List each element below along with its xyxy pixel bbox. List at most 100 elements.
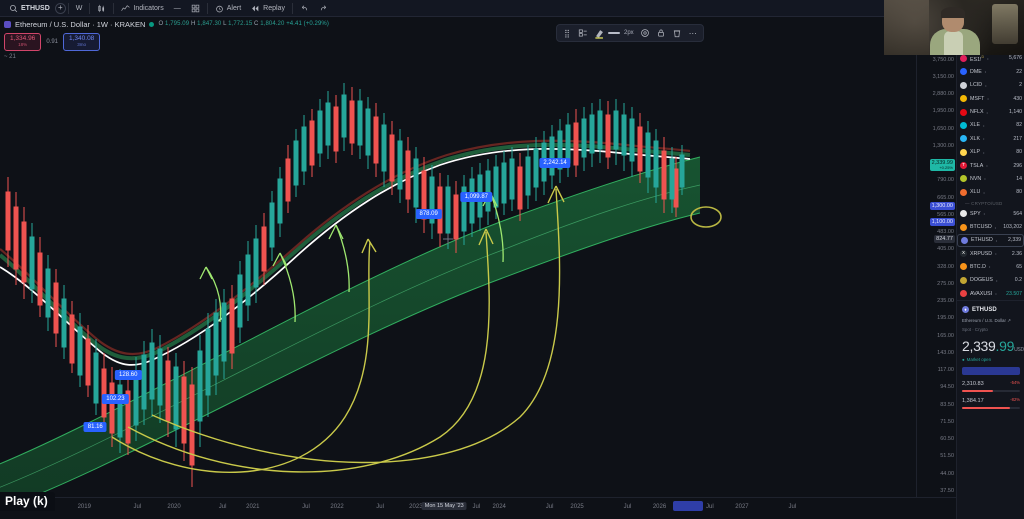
watchlist-row[interactable]: BTCUSD • 103,202: [957, 220, 1024, 233]
detail-market-status-label: Market open: [966, 357, 992, 363]
price-label-81[interactable]: 81.16: [83, 422, 107, 433]
webcam-overlay[interactable]: [884, 0, 1024, 55]
band-lower-tag[interactable]: 1,100.00: [929, 218, 955, 227]
watchlist-row[interactable]: DME • 22: [957, 65, 1024, 78]
add-symbol-button[interactable]: +: [54, 2, 66, 14]
market-open-dot-icon: ●: [962, 357, 965, 363]
session-dot-icon: •: [983, 211, 986, 217]
price-label-878[interactable]: 878.09: [415, 208, 442, 219]
netflix-logo-icon: [960, 108, 967, 116]
upper-band-badge[interactable]: 1,340.08 3mo: [63, 33, 101, 51]
chart-canvas[interactable]: 81.16 102.23 128.60 878.09 1,099.87 2,242.14: [0, 17, 916, 497]
watchlist-row[interactable]: DOGEUS • 0.2: [957, 274, 1024, 287]
watchlist-symbol: MSFT: [970, 95, 985, 102]
time-tick: Jul: [376, 504, 384, 510]
watchlist-row[interactable]: XLU • 80: [957, 186, 1024, 199]
price-tick: 117.00: [937, 367, 954, 374]
settings-gear-icon[interactable]: [638, 26, 652, 40]
lock-icon[interactable]: [654, 26, 668, 40]
watchlist-row[interactable]: SPY • 564: [957, 207, 1024, 220]
watchlist-row[interactable]: ETHUSD • 2,339: [957, 233, 1024, 247]
price-tick: 483.00: [937, 229, 954, 236]
watchlist-row[interactable]: LCID • 2: [957, 79, 1024, 92]
drag-dots-icon[interactable]: ⣿: [564, 28, 570, 38]
watchlist-panel[interactable]: — INDICESAAPL•195DJIA1D•41,ES1!D•5,676DM…: [956, 17, 1024, 519]
watchlist-row[interactable]: XLP • 80: [957, 146, 1024, 159]
undo-button[interactable]: [295, 2, 314, 15]
band-upper-tag[interactable]: 1,300.00: [929, 202, 955, 211]
watchlist-row[interactable]: AVAXUSI • 23.507: [957, 287, 1024, 300]
watchlist-value: 564: [1013, 210, 1022, 217]
level-pct: -82%: [1010, 397, 1020, 403]
price-tick: 71.50: [940, 418, 954, 425]
layout-button[interactable]: [186, 2, 205, 15]
watchlist-row[interactable]: XLK • 217: [957, 132, 1024, 145]
watchlist-row[interactable]: T TSLA • 296: [957, 159, 1024, 172]
person-shirt: [944, 31, 963, 55]
watchlist-row[interactable]: XLE • 82: [957, 119, 1024, 132]
level-fill: [962, 390, 994, 393]
watchlist-symbol: NFLX: [970, 109, 984, 116]
more-dots-icon[interactable]: ⋯: [688, 28, 697, 38]
countdown-tag[interactable]: 824.77: [934, 235, 955, 244]
price-label-2242[interactable]: 2,242.14: [539, 158, 571, 169]
alert-button[interactable]: Alert: [210, 2, 246, 15]
legend-ohlc: O 1,795.09 H 1,847.30 L 1,772.15 C 1,804…: [158, 21, 329, 27]
watchlist-row[interactable]: ES1!D • 5,676: [957, 52, 1024, 65]
price-label-1099[interactable]: 1,099.87: [460, 192, 492, 202]
toolbar-divider: [206, 2, 208, 14]
detail-name-text: Ethereum / U.S. Dollar: [962, 318, 1006, 324]
line-width-preview[interactable]: [608, 32, 620, 34]
watchlist-row[interactable]: X XRPUSD • 2.36: [957, 247, 1024, 260]
template-icon[interactable]: [576, 26, 590, 40]
time-tick: Jul: [472, 504, 481, 510]
current-price-tag[interactable]: 2,339.99 +0.25%: [929, 158, 955, 172]
watchlist-row[interactable]: MSFT • 430: [957, 92, 1024, 105]
play-overlay-label[interactable]: Play (k): [0, 492, 55, 511]
external-link-icon[interactable]: ↗: [1007, 318, 1011, 324]
price-label-102[interactable]: 102.23: [102, 393, 129, 404]
watchlist-value: 2,339: [1008, 237, 1021, 244]
legend-title-row[interactable]: Ethereum / U.S. Dollar · 1W · KRAKEN O 1…: [4, 19, 329, 29]
price-tick: 1,300.00: [932, 142, 954, 149]
chart-style-button[interactable]: [92, 2, 111, 15]
price-label-128[interactable]: 128.60: [115, 369, 142, 380]
symbol-search-button[interactable]: ETHUSD: [4, 2, 55, 15]
indicator-dash[interactable]: —: [169, 2, 186, 15]
watchlist-row[interactable]: BTC.D • 65: [957, 260, 1024, 273]
watchlist-row[interactable]: NVN • 14: [957, 172, 1024, 185]
watchlist-value: 1,140: [1009, 109, 1022, 116]
time-axis[interactable]: ⚙ 2019Jul2020Jul2021Jul2022Jul2023Jul202…: [0, 497, 1024, 519]
indicators-button[interactable]: Indicators: [116, 2, 168, 15]
yellow-drawn-arrows: [111, 185, 565, 473]
watchlist-value: 2.36: [1011, 250, 1022, 257]
level-pct: -54%: [1010, 380, 1020, 386]
watchlist-value: 0.2: [1014, 277, 1022, 284]
price-axis[interactable]: 6,150.004,550.003,750.003,150.002,880.00…: [916, 17, 956, 497]
time-axis-selection: [673, 501, 704, 511]
level-value: 1,384.17: [962, 398, 984, 405]
trash-icon[interactable]: [670, 26, 684, 40]
detail-header: ♦ ETHUSD: [962, 306, 1020, 314]
redo-button[interactable]: [314, 2, 333, 15]
watchlist-group-header[interactable]: — CRYPTO/USD: [965, 201, 1003, 207]
time-tick: Jul: [545, 504, 554, 510]
indicators-label: Indicators: [133, 4, 164, 12]
grid-layout-icon: [191, 4, 199, 12]
detail-levels: -54% 2,310.83 -82% 1,384.17: [962, 380, 1020, 410]
watchlist-value: 65: [1016, 263, 1022, 270]
watchlist-value: 2: [1019, 82, 1022, 89]
watchlist-value: 430: [1013, 95, 1022, 102]
add-symbol-label: +: [57, 3, 63, 12]
interval-button[interactable]: W: [71, 2, 88, 15]
webcam-wall: [884, 0, 929, 55]
time-tick: Jul: [706, 504, 714, 510]
highlighter-icon[interactable]: [592, 26, 606, 40]
watchlist-row[interactable]: NFLX • 1,140: [957, 105, 1024, 118]
ghost-circle: [690, 206, 722, 228]
lower-band-badge[interactable]: 1,334.96 18%: [4, 33, 42, 51]
line-width-label[interactable]: 2px: [624, 30, 634, 36]
replay-button[interactable]: Replay: [246, 2, 290, 15]
channel-upper-line: [0, 156, 701, 465]
dme-icon: [960, 68, 967, 76]
